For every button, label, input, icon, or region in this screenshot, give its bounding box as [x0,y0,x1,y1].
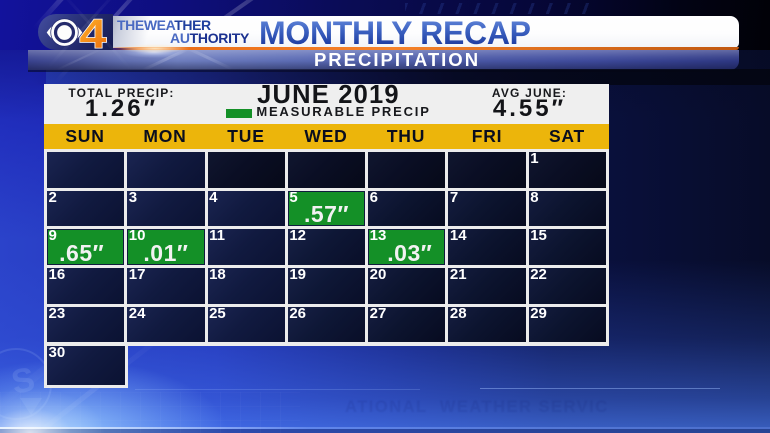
svg-text:4: 4 [80,11,107,53]
